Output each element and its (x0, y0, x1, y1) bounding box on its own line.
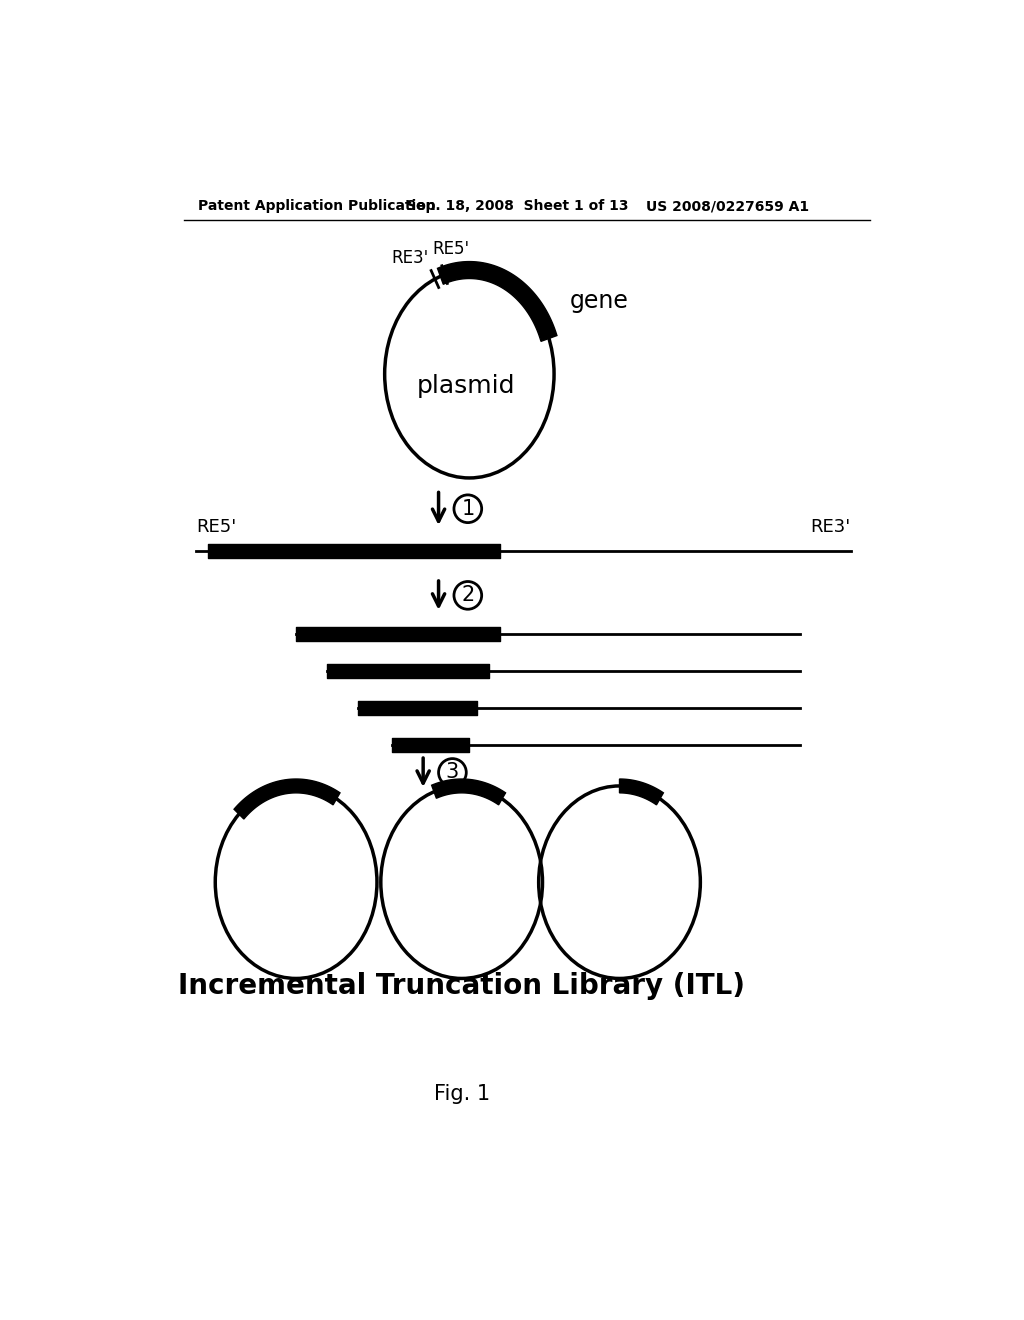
Polygon shape (234, 779, 340, 818)
Text: Sep. 18, 2008  Sheet 1 of 13: Sep. 18, 2008 Sheet 1 of 13 (407, 199, 629, 213)
Polygon shape (620, 779, 664, 805)
Text: 2: 2 (461, 585, 474, 606)
Text: RE3': RE3' (391, 249, 429, 267)
Text: 1: 1 (461, 499, 474, 519)
Text: Patent Application Publication: Patent Application Publication (199, 199, 436, 213)
Text: RE3': RE3' (810, 517, 851, 536)
Text: RE5': RE5' (432, 240, 469, 259)
Text: Incremental Truncation Library (ITL): Incremental Truncation Library (ITL) (178, 972, 745, 1001)
Text: gene: gene (569, 289, 629, 313)
Text: RE5': RE5' (196, 517, 237, 536)
Polygon shape (437, 261, 557, 342)
Text: 3: 3 (445, 763, 459, 783)
Polygon shape (432, 779, 506, 805)
Text: US 2008/0227659 A1: US 2008/0227659 A1 (646, 199, 810, 213)
Text: Fig. 1: Fig. 1 (433, 1084, 489, 1104)
Text: plasmid: plasmid (417, 374, 515, 397)
